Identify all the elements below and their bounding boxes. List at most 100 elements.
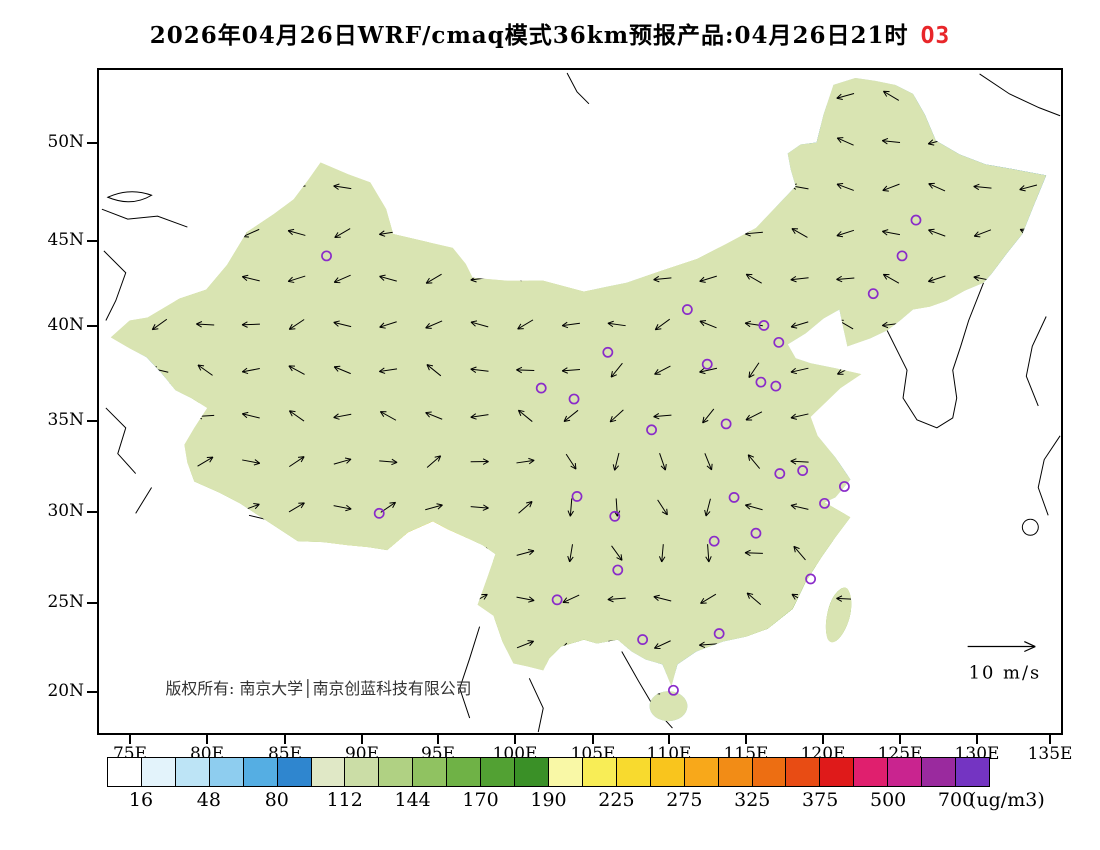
wind-arrow — [196, 640, 215, 648]
wind-arrow — [1019, 457, 1037, 467]
wind-arrow — [612, 452, 620, 471]
wind-arrow — [150, 549, 169, 557]
colorbar-cell — [616, 758, 651, 786]
station-marker — [612, 564, 624, 576]
station-marker — [637, 634, 649, 645]
wind-arrow — [425, 594, 443, 603]
colorbar-labels: (ug/m3) 16 48 80 112 144 170 190 225 275 325 375 50… — [107, 789, 1045, 815]
wind-arrow — [927, 275, 946, 283]
wind-arrow — [517, 685, 534, 696]
colorbar-tick-label: 700 — [937, 789, 975, 811]
wind-arrow — [653, 594, 672, 602]
wind-arrow — [110, 687, 123, 694]
wind-arrow — [241, 137, 260, 145]
colorbar-cell — [888, 758, 923, 786]
wind-arrow — [470, 184, 489, 191]
wind-arrow — [110, 458, 123, 466]
lat-tick-label: 45N — [47, 230, 84, 250]
colorbar-tick-label: 375 — [802, 789, 839, 811]
wind-arrow — [928, 502, 945, 513]
wind-arrow — [379, 596, 398, 603]
lat-tick — [87, 602, 97, 604]
colorbar-cell — [243, 758, 278, 786]
indochina-border — [459, 626, 544, 733]
wind-arrow — [110, 277, 123, 280]
wind-arrow — [516, 549, 535, 556]
wind-arrow — [333, 320, 352, 328]
wind-arrow — [110, 546, 122, 560]
wind-arrow — [611, 545, 623, 561]
station-marker — [551, 594, 563, 606]
north-border — [566, 72, 590, 105]
wind-arrow — [380, 181, 396, 194]
wind-reference-label: 10 m/s — [969, 662, 1042, 683]
wind-arrow — [607, 320, 626, 328]
wind-arrow — [516, 366, 535, 374]
balkhash-lake — [106, 191, 153, 203]
wind-arrow — [882, 229, 901, 236]
wind-arrow — [975, 500, 990, 514]
wind-arrow — [150, 275, 169, 283]
wind-arrow — [288, 456, 305, 468]
wind-arrow — [654, 136, 671, 147]
wind-arrow — [884, 455, 899, 468]
lat-tick — [87, 511, 97, 513]
station-marker — [910, 214, 922, 226]
wind-arrow — [379, 91, 397, 99]
lon-tick — [361, 735, 363, 744]
lon-tick — [976, 735, 978, 744]
station-marker — [681, 304, 693, 315]
lon-tick — [514, 735, 516, 744]
wind-arrow — [836, 137, 854, 146]
wind-arrow — [196, 139, 215, 146]
wind-arrow — [882, 413, 900, 420]
wind-arrow — [425, 411, 443, 420]
colorbar — [107, 757, 990, 787]
wind-arrow — [288, 319, 305, 330]
sakhalin-coast — [979, 73, 1061, 117]
lat-tick — [87, 325, 97, 327]
wind-arrow — [836, 229, 855, 238]
station-marker — [750, 527, 762, 539]
wind-arrow — [150, 596, 169, 603]
wind-arrow — [334, 228, 351, 239]
lon-tick — [822, 735, 824, 744]
wind-arrow — [790, 503, 809, 510]
wind-arrow — [654, 318, 671, 331]
japan-island — [1021, 518, 1039, 536]
wind-arrow — [151, 136, 168, 147]
wind-arrow — [470, 92, 489, 101]
wind-arrow — [471, 227, 488, 239]
station-marker — [713, 628, 725, 640]
wind-arrow — [657, 499, 668, 516]
west-border — [103, 250, 127, 321]
wind-arrow — [974, 319, 991, 330]
wind-arrow — [242, 641, 261, 649]
lon-tick — [1049, 735, 1051, 744]
wind-arrow — [243, 546, 259, 560]
wind-arrow — [516, 137, 534, 146]
wind-arrow — [241, 411, 260, 419]
station-marker — [867, 288, 879, 300]
lon-tick — [284, 735, 286, 744]
wind-arrow — [287, 92, 306, 100]
wind-arrow — [196, 183, 215, 191]
station-marker — [321, 250, 332, 262]
wind-arrow — [516, 91, 535, 99]
wind-arrow — [973, 183, 992, 191]
colorbar-cell — [447, 758, 482, 786]
colorbar-cell — [345, 758, 380, 786]
wind-arrow — [790, 367, 809, 375]
wind-arrow — [790, 687, 809, 694]
wind-arrow — [562, 183, 580, 191]
station-marker — [571, 491, 583, 502]
wind-arrow — [928, 639, 946, 650]
wind-arrow — [700, 182, 717, 193]
wind-arrow — [333, 457, 352, 465]
wind-arrow — [791, 639, 808, 650]
wind-arrow — [699, 92, 717, 101]
kashmir-border — [105, 407, 153, 514]
wind-arrow — [607, 93, 626, 100]
taiwan-outline — [825, 586, 852, 643]
wind-arrow — [654, 640, 671, 650]
